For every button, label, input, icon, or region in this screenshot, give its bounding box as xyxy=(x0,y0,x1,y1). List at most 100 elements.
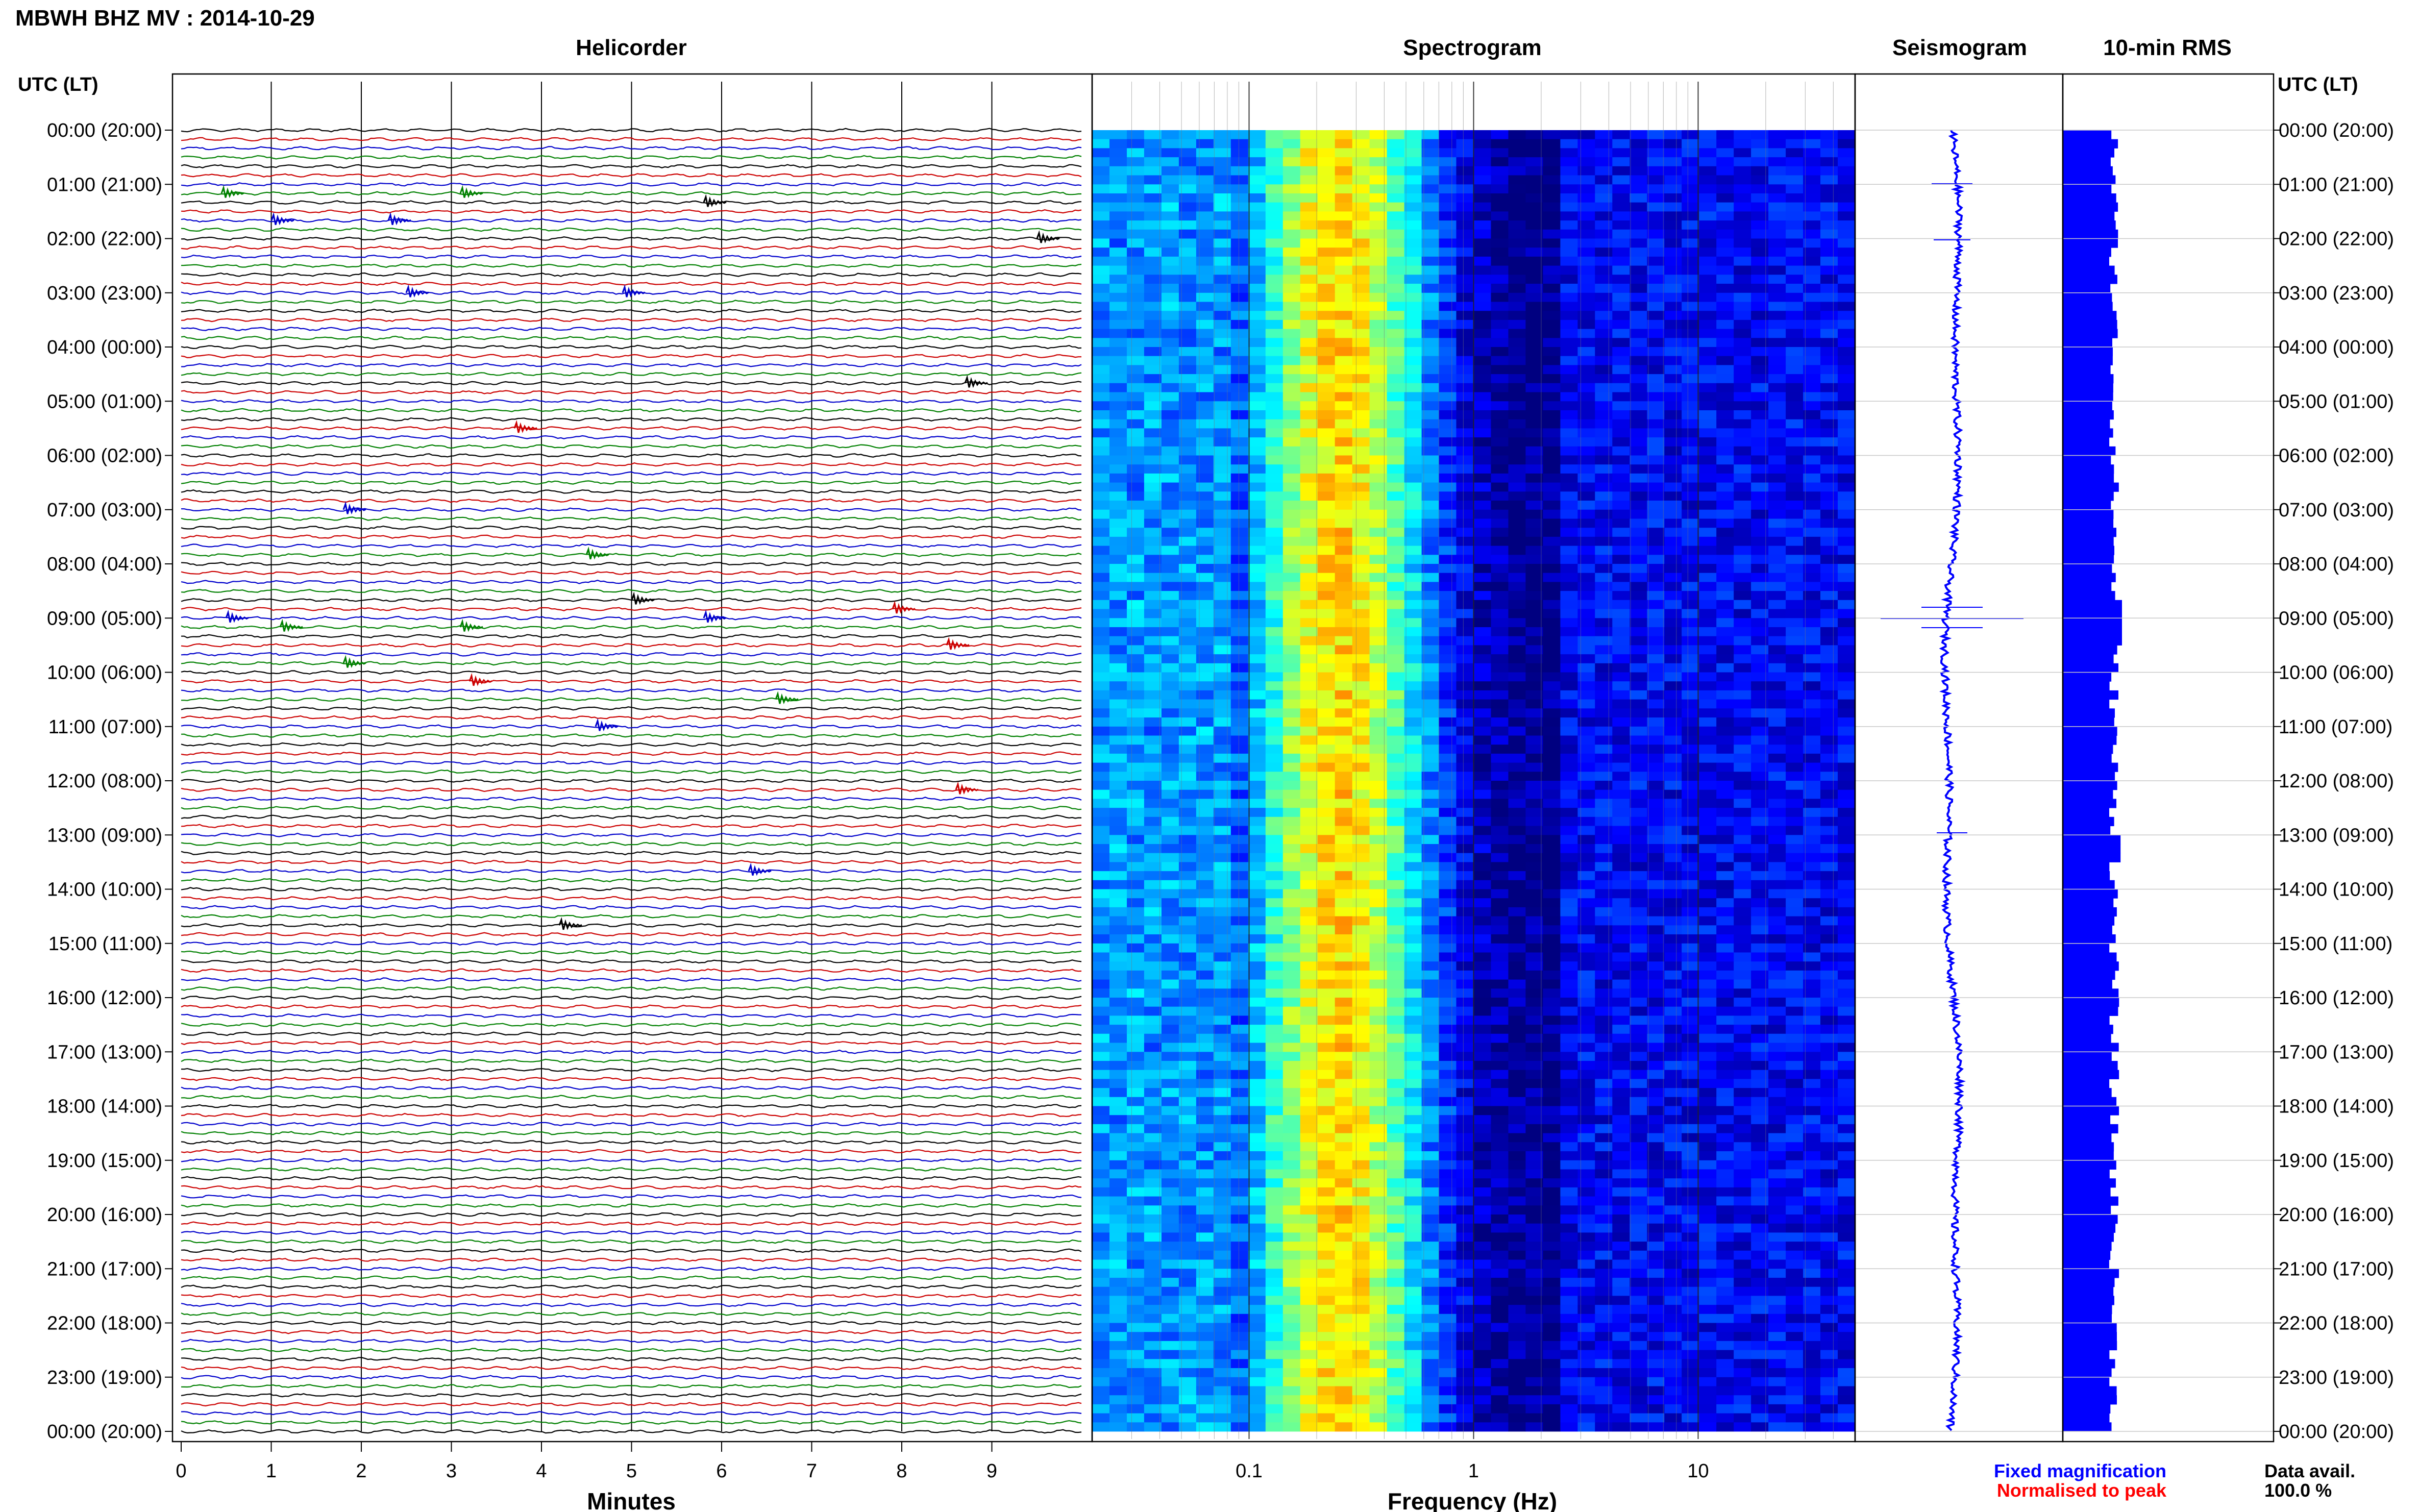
time-label-left: 00:00 (20:00) xyxy=(47,1421,162,1443)
time-label-right: 12:00 (08:00) xyxy=(2279,771,2394,792)
time-label-right: 17:00 (13:00) xyxy=(2279,1042,2394,1063)
rms-bar xyxy=(2063,1124,2118,1134)
rms-bar xyxy=(2063,202,2118,212)
time-label-left: 16:00 (12:00) xyxy=(47,987,162,1009)
time-label-left: 05:00 (01:00) xyxy=(47,391,162,412)
time-label-right: 06:00 (02:00) xyxy=(2279,445,2394,467)
rms-bar xyxy=(2063,1286,2114,1296)
rms-bar xyxy=(2063,772,2115,781)
rms-bar xyxy=(2063,916,2115,926)
minutes-tick-label: 8 xyxy=(896,1460,907,1482)
rms-bar xyxy=(2063,1033,2111,1044)
rms-bar xyxy=(2063,708,2115,718)
time-label-right: 16:00 (12:00) xyxy=(2279,987,2394,1009)
rms-bar xyxy=(2063,898,2114,908)
time-label-left: 17:00 (13:00) xyxy=(47,1042,162,1063)
rms-bar xyxy=(2063,256,2109,266)
time-label-left: 11:00 (07:00) xyxy=(48,716,162,738)
helicorder-traces xyxy=(172,74,1092,1442)
rms-bar xyxy=(2063,518,2114,528)
rms-bar xyxy=(2063,681,2110,691)
rms-bar xyxy=(2063,166,2113,176)
rms-bar xyxy=(2063,1259,2109,1269)
time-label-left: 07:00 (03:00) xyxy=(47,500,162,521)
rms-bar xyxy=(2063,826,2111,835)
minutes-tick-label: 5 xyxy=(626,1460,637,1482)
helicorder-title: Helicorder xyxy=(576,35,687,60)
rms-bar xyxy=(2063,573,2116,582)
rms-bar xyxy=(2063,862,2110,872)
rms-bar xyxy=(2063,1350,2110,1359)
time-label-left: 18:00 (14:00) xyxy=(47,1096,162,1118)
rms-bar xyxy=(2063,943,2110,953)
rms-bar xyxy=(2063,284,2111,293)
rms-bar xyxy=(2063,292,2112,303)
time-label-right: 10:00 (06:00) xyxy=(2279,662,2394,684)
rms-bar xyxy=(2063,184,2112,194)
rms-bar xyxy=(2063,1061,2118,1071)
rms-bar xyxy=(2063,988,2119,998)
time-label-right: 00:00 (20:00) xyxy=(2279,1421,2394,1443)
fixed-magnification-label: Fixed magnification xyxy=(1994,1460,2166,1481)
time-label-right: 08:00 (04:00) xyxy=(2279,554,2394,575)
spectrogram-xlabel: Frequency (Hz) xyxy=(1388,1488,1557,1512)
panel-frames xyxy=(165,73,2281,1452)
rms-bar xyxy=(2063,392,2113,402)
time-label-right: 05:00 (01:00) xyxy=(2279,391,2394,412)
time-label-left: 22:00 (18:00) xyxy=(47,1313,162,1334)
rms-bar xyxy=(2063,1404,2111,1414)
rms-bar xyxy=(2063,609,2122,618)
rms-bar xyxy=(2063,1178,2116,1188)
rms-bar xyxy=(2063,428,2113,438)
rms-bar xyxy=(2063,1052,2112,1061)
rms-bar xyxy=(2063,148,2114,158)
rms-bar xyxy=(2063,853,2121,862)
rms-bar xyxy=(2063,1160,2116,1170)
rms-bar xyxy=(2063,157,2111,167)
minutes-tick-label: 2 xyxy=(356,1460,366,1482)
rms-bar xyxy=(2063,546,2114,555)
time-label-right: 07:00 (03:00) xyxy=(2279,500,2394,521)
rms-bar xyxy=(2063,1232,2114,1242)
rms-bar xyxy=(2063,979,2112,989)
rms-bar xyxy=(2063,1025,2113,1034)
rms-bar xyxy=(2063,1269,2119,1278)
time-label-left: 20:00 (16:00) xyxy=(47,1204,162,1226)
time-label-left: 14:00 (10:00) xyxy=(47,879,162,901)
frequency-tick-label: 10 xyxy=(1687,1460,1709,1482)
rms-title: 10-min RMS xyxy=(2103,35,2232,60)
minutes-tick-label: 6 xyxy=(716,1460,727,1482)
rms-bar xyxy=(2063,1386,2117,1396)
utc-label-left: UTC (LT) xyxy=(18,74,98,95)
rms-bar xyxy=(2063,654,2114,664)
rms-bar xyxy=(2063,1079,2110,1088)
rms-bar xyxy=(2063,1323,2117,1332)
time-label-right: 00:00 (20:00) xyxy=(2279,120,2394,141)
rms-bar xyxy=(2063,952,2117,962)
time-label-right: 20:00 (16:00) xyxy=(2279,1204,2394,1226)
rms-bar xyxy=(2063,564,2112,574)
rms-bar xyxy=(2063,1359,2115,1369)
time-label-left: 08:00 (04:00) xyxy=(47,554,162,575)
rms-bar xyxy=(2063,220,2116,230)
rms-bar xyxy=(2063,1214,2118,1224)
minutes-tick-label: 1 xyxy=(266,1460,277,1482)
rms-bar xyxy=(2063,555,2114,564)
rms-bar xyxy=(2063,1187,2111,1197)
time-label-left: 00:00 (20:00) xyxy=(47,120,162,141)
time-label-left: 23:00 (19:00) xyxy=(47,1367,162,1389)
rms-bar xyxy=(2063,618,2122,628)
rms-bar xyxy=(2063,672,2112,682)
rms-bar xyxy=(2063,473,2114,483)
x-axis-tick-labels: 0 1 2 3 4 5 6 7 8 9 0.1 1 10 xyxy=(176,1460,1709,1482)
rms-bar xyxy=(2063,1006,2118,1016)
time-label-left: 09:00 (05:00) xyxy=(47,608,162,629)
rms-bar xyxy=(2063,329,2118,338)
rms-bar xyxy=(2063,726,2117,736)
minutes-tick-label: 3 xyxy=(446,1460,457,1482)
time-label-left: 10:00 (06:00) xyxy=(47,662,162,684)
rms-bar xyxy=(2063,844,2121,854)
rms-bar xyxy=(2063,482,2119,492)
minutes-tick-label: 4 xyxy=(536,1460,547,1482)
